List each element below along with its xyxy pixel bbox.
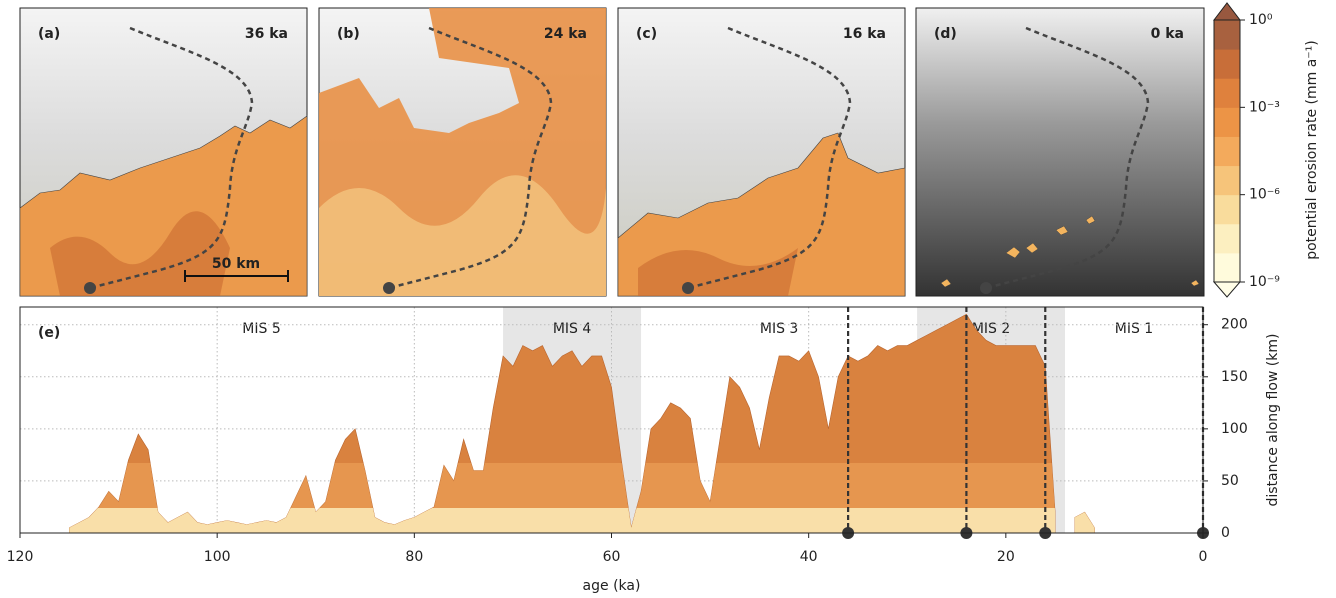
map-panel: (c) 16 ka: [617, 7, 906, 297]
area-base-band: [69, 508, 1095, 533]
x-tick-label: 120: [7, 549, 34, 565]
y-tick-label: 100: [1221, 421, 1248, 437]
colorbar-band: [1214, 223, 1240, 254]
x-axis-label: age (ka): [583, 578, 641, 594]
colorbar-tick-label: 10⁻³: [1249, 99, 1280, 115]
colorbar-tick-label: 10⁻⁹: [1249, 274, 1280, 290]
x-tick-label: 20: [997, 549, 1015, 565]
colorbar-band: [1214, 165, 1240, 196]
colorbar-tick-label: 10⁻⁶: [1249, 187, 1280, 203]
y-tick-label: 0: [1221, 525, 1230, 541]
y-tick-label: 200: [1221, 317, 1248, 333]
colorbar-band: [1214, 107, 1240, 137]
colorbar-band: [1214, 252, 1240, 283]
x-tick-label: 60: [603, 549, 621, 565]
x-tick-label: 100: [204, 549, 231, 565]
x-tick-label: 40: [800, 549, 818, 565]
colorbar-band: [1214, 78, 1240, 108]
colorbar-band: [1214, 194, 1240, 225]
colorbar-frame: [1213, 19, 1241, 283]
panel-label: (a): [38, 26, 60, 42]
panel-age: 0 ka: [1151, 26, 1184, 42]
x-tick-label: 80: [405, 549, 423, 565]
period-label: MIS 5: [242, 321, 280, 337]
panel-label: (e): [38, 325, 60, 341]
panel-age: 16 ka: [843, 26, 886, 42]
panel-age: 36 ka: [245, 26, 288, 42]
y-axis-label: distance along flow (km): [1265, 334, 1281, 507]
colorbar-over: [1212, 2, 1242, 21]
map-panel: (d) 0 ka: [915, 7, 1205, 297]
y-tick-label: 150: [1221, 369, 1248, 385]
map-panel: (b) 24 ka: [318, 7, 607, 297]
colorbar-tick-label: 10⁰: [1249, 12, 1273, 28]
panel-age: 24 ka: [544, 26, 587, 42]
panel-label: (b): [337, 26, 360, 42]
x-tick-label: 0: [1199, 549, 1208, 565]
period-label: MIS 3: [760, 321, 798, 337]
colorbar-band: [1214, 49, 1240, 79]
panel-label: (d): [934, 26, 957, 42]
period-label: MIS 4: [553, 321, 592, 337]
colorbar-band: [1214, 136, 1240, 167]
colorbar: 10⁰ 10⁻³ 10⁻⁶ 10⁻⁹: [1212, 2, 1280, 298]
scale-bar-label: 50 km: [212, 256, 260, 272]
colorbar-band: [1214, 20, 1240, 50]
colorbar-label: potential erosion rate (mm a⁻¹): [1304, 40, 1320, 260]
y-tick-label: 50: [1221, 473, 1239, 489]
colorbar-under: [1212, 281, 1242, 298]
panel-label: (c): [636, 26, 657, 42]
map-panel: 50 km (a) 36 ka: [19, 7, 308, 297]
period-label: MIS 1: [1115, 321, 1153, 337]
